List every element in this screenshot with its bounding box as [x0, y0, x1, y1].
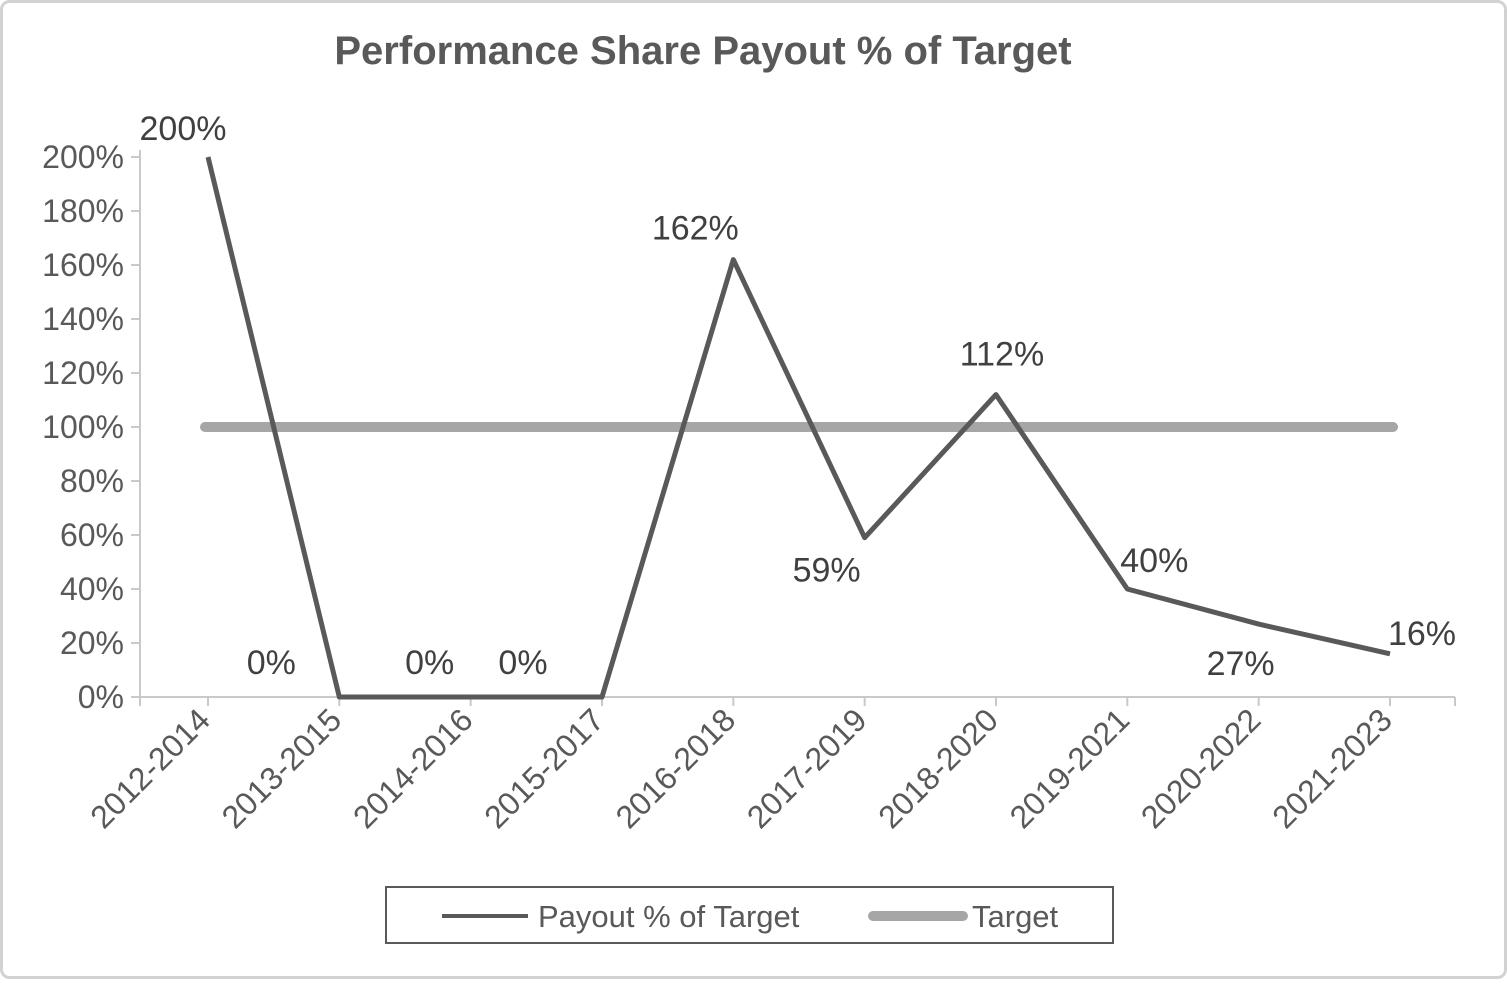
data-label: 0% — [247, 644, 296, 682]
payout-series-group — [205, 156, 1391, 700]
y-axis-tick-label: 80% — [60, 463, 124, 499]
x-axis-tick-label: 2013-2015 — [215, 701, 349, 835]
y-axis-tick-label: 200% — [42, 139, 124, 175]
x-axis-tick-label: 2017-2019 — [740, 701, 874, 835]
y-axis-tick-label: 40% — [60, 571, 124, 607]
data-label: 59% — [793, 552, 861, 590]
y-axis-tick-label: 100% — [42, 409, 124, 445]
x-axis-tick-label: 2019-2021 — [1003, 701, 1137, 835]
y-axis-tick-label: 20% — [60, 625, 124, 661]
x-axis-tick-label: 2020-2022 — [1134, 701, 1268, 835]
y-axis-tick-label: 140% — [42, 301, 124, 337]
x-axis-tick-label: 2015-2017 — [477, 701, 611, 835]
x-axis-tick-label: 2018-2020 — [871, 701, 1005, 835]
x-axis-tick-label: 2021-2023 — [1265, 701, 1399, 835]
data-label: 0% — [498, 644, 547, 682]
x-axis-tick-label: 2012-2014 — [83, 701, 217, 835]
chart-title: Performance Share Payout % of Target — [334, 29, 1071, 73]
data-label: 16% — [1388, 615, 1456, 653]
data-label: 27% — [1207, 645, 1275, 683]
data-label: 40% — [1120, 542, 1188, 580]
data-label: 112% — [960, 336, 1044, 374]
y-axis: 0% 20% 40% 60% 80% 100% 120% 140% 160% 180% 200% — [42, 139, 141, 715]
data-label: 0% — [405, 644, 454, 682]
y-axis-tick-label: 180% — [42, 193, 124, 229]
legend: Payout % of Target Target — [385, 886, 1114, 944]
payout-series-line — [205, 156, 1391, 700]
y-axis-tick-label: 160% — [42, 247, 124, 283]
y-axis-tick-label: 60% — [60, 517, 124, 553]
data-labels-group: 200% 0% 0% 0% 162% 59% 112% 40% 27% 16% — [140, 110, 1456, 683]
x-axis: 2012-20142013-20152014-20162015-20172016… — [83, 696, 1456, 835]
data-label: 162% — [652, 210, 739, 248]
legend-label-payout: Payout % of Target — [538, 899, 800, 934]
y-axis-tick-label: 120% — [42, 355, 124, 391]
data-label: 200% — [140, 110, 227, 148]
y-axis-tick-label: 0% — [78, 679, 124, 715]
legend-label-target: Target — [972, 899, 1059, 934]
x-axis-tick-label: 2014-2016 — [346, 701, 480, 835]
x-axis-tick-label: 2016-2018 — [609, 701, 743, 835]
